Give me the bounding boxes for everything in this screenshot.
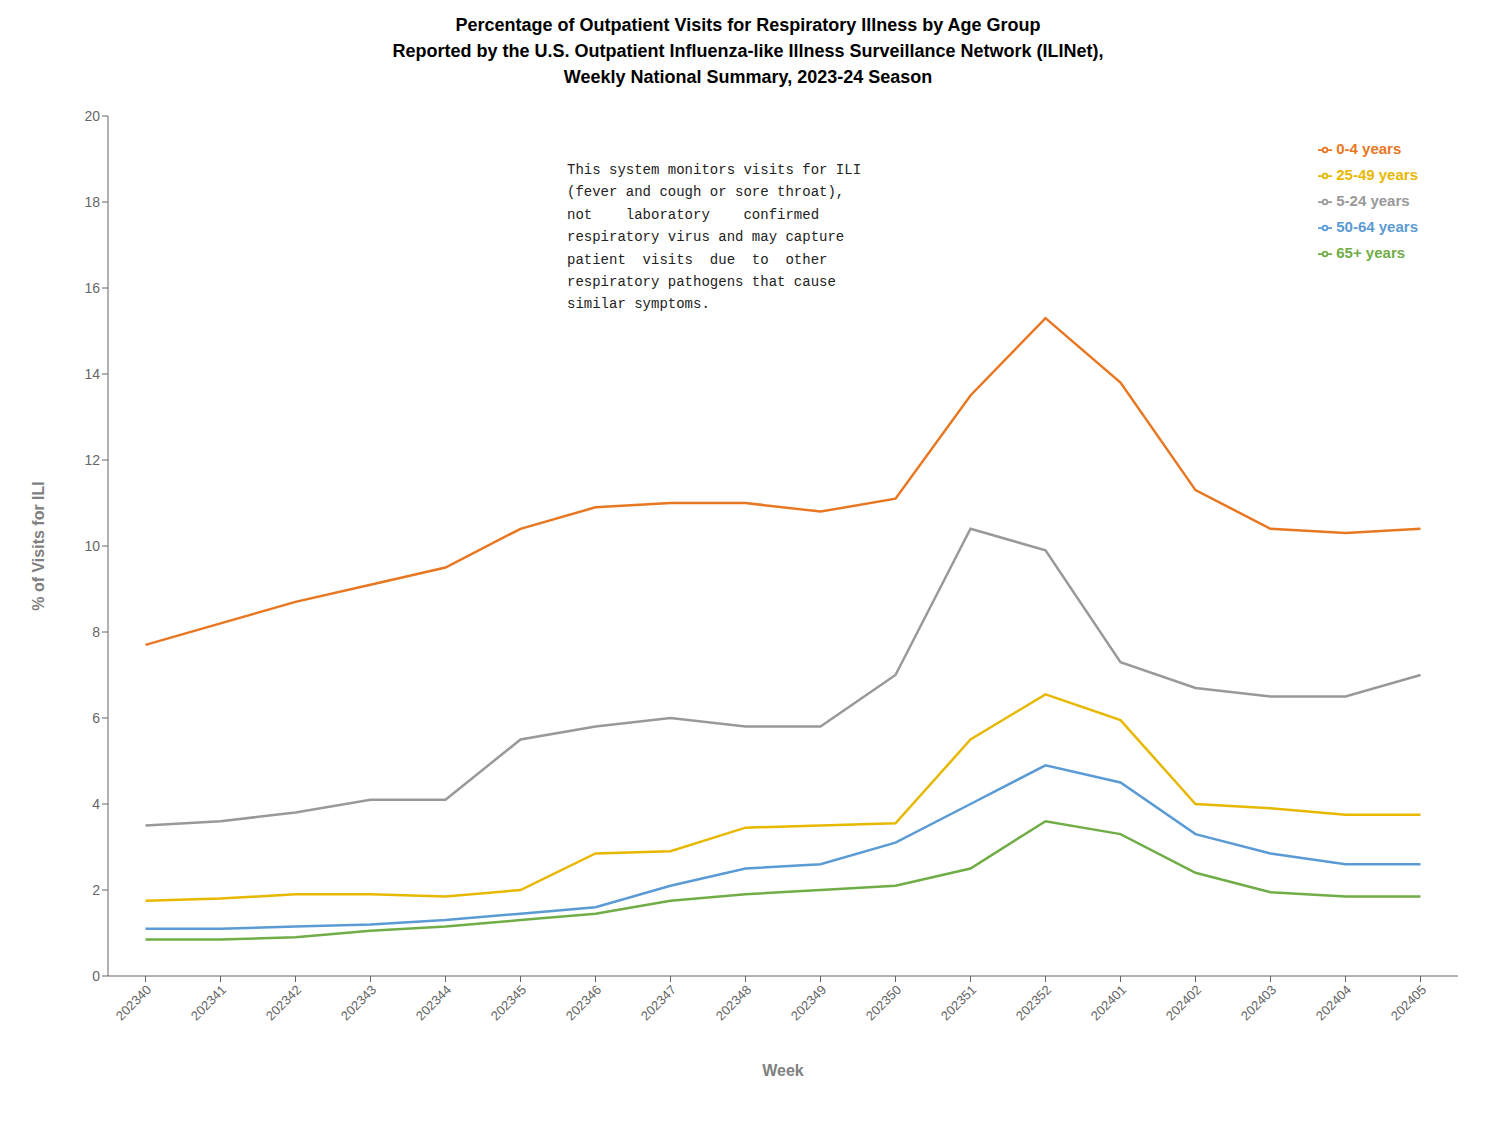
- svg-text:4: 4: [92, 796, 100, 812]
- svg-text:202340: 202340: [113, 982, 154, 1023]
- svg-text:202402: 202402: [1163, 982, 1204, 1023]
- svg-text:202347: 202347: [638, 982, 679, 1023]
- svg-text:202343: 202343: [338, 982, 379, 1023]
- svg-text:202352: 202352: [1013, 982, 1054, 1023]
- svg-text:202350: 202350: [863, 982, 904, 1023]
- svg-text:202405: 202405: [1388, 982, 1429, 1023]
- svg-text:202349: 202349: [788, 982, 829, 1023]
- html-text:0-4 years: 0-4 years: [1336, 140, 1402, 157]
- html-text:25-49 years: 25-49 years: [1336, 166, 1418, 183]
- svg-text:10: 10: [84, 538, 100, 554]
- svg-text:0: 0: [92, 968, 100, 984]
- svg-text:14: 14: [84, 366, 100, 382]
- svg-text:202342: 202342: [263, 982, 304, 1023]
- html-text:Percentage of Outpatient Visit: Percentage of Outpatient Visits for Resp…: [455, 15, 1041, 35]
- svg-text:202401: 202401: [1088, 982, 1129, 1023]
- svg-text:202344: 202344: [413, 982, 454, 1023]
- html-text:Weekly National Summary, 2023-: Weekly National Summary, 2023-24 Season: [563, 67, 933, 87]
- svg-text:202341: 202341: [188, 982, 229, 1023]
- html-text:Reported by the U.S. Outpatien: Reported by the U.S. Outpatient Influenz…: [392, 41, 1104, 61]
- html-text:5-24 years: 5-24 years: [1336, 192, 1410, 209]
- svg-text:202403: 202403: [1238, 982, 1279, 1023]
- svg-text:202346: 202346: [563, 982, 604, 1023]
- svg-text:20: 20: [84, 108, 100, 124]
- svg-text:8: 8: [92, 624, 100, 640]
- svg-text:% of Visits for ILI: % of Visits for ILI: [30, 481, 47, 611]
- svg-text:6: 6: [92, 710, 100, 726]
- svg-text:12: 12: [84, 452, 100, 468]
- svg-text:16: 16: [84, 280, 100, 296]
- svg-text:202351: 202351: [938, 982, 979, 1023]
- svg-text:18: 18: [84, 194, 100, 210]
- svg-text:202345: 202345: [488, 982, 529, 1023]
- svg-text:202404: 202404: [1313, 982, 1354, 1023]
- svg-text:2: 2: [92, 882, 100, 898]
- html-text:This system monitors visits fo: This system monitors visits for ILI (fev…: [567, 162, 862, 313]
- html-text:50-64 years: 50-64 years: [1336, 218, 1418, 235]
- svg-text:Week: Week: [762, 1062, 804, 1079]
- svg-text:202348: 202348: [713, 982, 754, 1023]
- html-text:65+ years: 65+ years: [1336, 244, 1406, 261]
